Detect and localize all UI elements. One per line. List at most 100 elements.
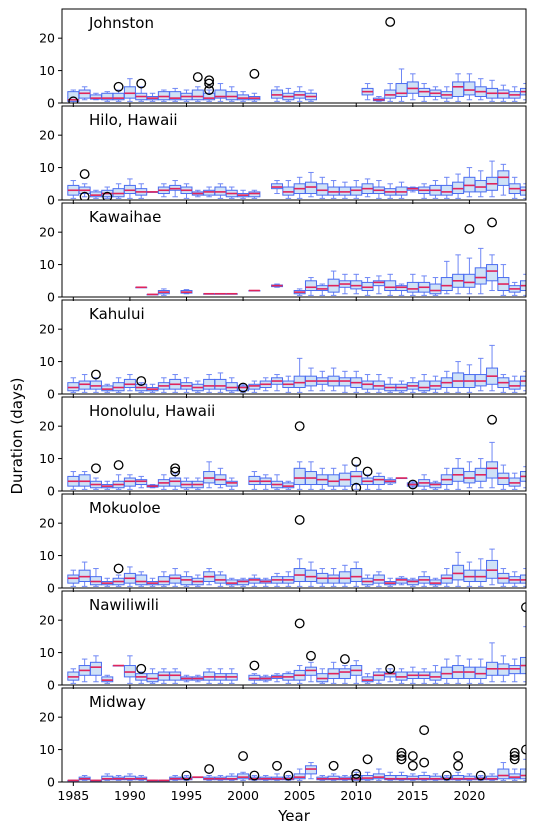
box-2021 bbox=[475, 459, 486, 488]
box-2000 bbox=[238, 578, 249, 586]
box-iqr bbox=[328, 475, 339, 486]
box-iqr bbox=[124, 666, 135, 677]
y-tick-label: 10 bbox=[39, 354, 55, 369]
x-tick-label: 2005 bbox=[284, 788, 316, 803]
box-iqr bbox=[192, 90, 203, 100]
box-iqr bbox=[362, 282, 373, 290]
box-2006 bbox=[305, 90, 316, 101]
station-label: Hilo, Hawaii bbox=[89, 111, 178, 129]
box-iqr bbox=[136, 575, 147, 585]
box-2005 bbox=[294, 289, 305, 295]
box-iqr bbox=[328, 187, 339, 195]
box-1986 bbox=[79, 87, 90, 100]
y-tick-label: 0 bbox=[47, 775, 55, 790]
panel-plot-area bbox=[68, 726, 532, 783]
box-2008 bbox=[328, 368, 339, 391]
box-2015 bbox=[407, 752, 418, 781]
y-tick-label: 0 bbox=[47, 290, 55, 305]
x-tick-label: 2020 bbox=[454, 788, 486, 803]
box-iqr bbox=[90, 662, 101, 675]
box-2013 bbox=[385, 664, 396, 681]
box-iqr bbox=[498, 171, 509, 186]
box-iqr bbox=[373, 381, 384, 389]
box-2004 bbox=[283, 672, 294, 683]
box-2008 bbox=[328, 468, 339, 489]
outlier-point bbox=[250, 70, 259, 79]
box-iqr bbox=[373, 774, 384, 779]
box-1997 bbox=[204, 765, 215, 781]
box-iqr bbox=[487, 265, 498, 281]
box-2009 bbox=[339, 776, 350, 781]
box-iqr bbox=[464, 82, 475, 95]
box-iqr bbox=[181, 577, 192, 585]
x-tick-label: 2000 bbox=[227, 788, 259, 803]
box-2023 bbox=[498, 164, 509, 195]
box-1996 bbox=[192, 575, 203, 586]
box-iqr bbox=[170, 478, 181, 486]
box-1998 bbox=[215, 669, 226, 684]
box-2017 bbox=[430, 774, 441, 780]
box-2001 bbox=[249, 70, 260, 102]
box-1987 bbox=[90, 190, 101, 198]
box-1994 bbox=[170, 669, 181, 684]
box-2012 bbox=[373, 473, 384, 489]
box-iqr bbox=[464, 570, 475, 581]
outlier-point bbox=[409, 761, 418, 770]
box-1991 bbox=[136, 79, 147, 101]
box-1998 bbox=[215, 776, 226, 781]
panel-johnston: 01020Johnston bbox=[39, 9, 536, 111]
y-tick-label: 10 bbox=[39, 257, 55, 272]
box-2002 bbox=[260, 378, 271, 391]
box-2016 bbox=[419, 726, 430, 781]
box-1992 bbox=[147, 192, 158, 193]
box-2005 bbox=[294, 619, 305, 683]
box-2000 bbox=[238, 383, 249, 392]
box-2009 bbox=[339, 274, 350, 293]
box-2002 bbox=[260, 475, 271, 490]
box-iqr bbox=[170, 575, 181, 583]
box-2006 bbox=[305, 562, 316, 586]
box-2000 bbox=[238, 92, 249, 102]
box-1989 bbox=[113, 666, 124, 667]
box-iqr bbox=[430, 672, 441, 680]
box-2001 bbox=[249, 381, 260, 392]
box-1989 bbox=[113, 564, 124, 586]
box-iqr bbox=[68, 575, 79, 583]
box-2023 bbox=[498, 85, 509, 101]
box-iqr bbox=[79, 381, 90, 389]
box-1995 bbox=[181, 572, 192, 587]
box-iqr bbox=[351, 187, 362, 195]
box-iqr bbox=[351, 281, 362, 289]
box-2000 bbox=[238, 752, 249, 781]
box-iqr bbox=[475, 375, 486, 386]
y-tick-label: 0 bbox=[47, 193, 55, 208]
box-iqr bbox=[305, 281, 316, 291]
box-2018 bbox=[441, 771, 452, 780]
box-1987 bbox=[90, 464, 101, 489]
box-1988 bbox=[102, 675, 113, 683]
box-1990 bbox=[124, 567, 135, 586]
box-2012 bbox=[373, 276, 384, 294]
box-2022 bbox=[487, 161, 498, 197]
box-2020 bbox=[464, 365, 475, 393]
station-label: Honolulu, Hawaii bbox=[89, 402, 215, 420]
outlier-point bbox=[488, 415, 497, 424]
box-2011 bbox=[362, 278, 373, 296]
box-2003 bbox=[272, 475, 283, 490]
box-iqr bbox=[475, 570, 486, 581]
box-iqr bbox=[249, 578, 260, 583]
box-iqr bbox=[294, 774, 305, 779]
box-2002 bbox=[260, 675, 271, 681]
box-2019 bbox=[453, 74, 464, 102]
panel-plot-area bbox=[68, 161, 536, 201]
box-1994 bbox=[170, 375, 181, 393]
box-2023 bbox=[498, 763, 509, 781]
box-iqr bbox=[373, 281, 384, 286]
box-iqr bbox=[170, 185, 181, 190]
y-tick-label: 0 bbox=[47, 484, 55, 499]
box-2000 bbox=[238, 190, 249, 198]
box-iqr bbox=[124, 478, 135, 486]
box-2014 bbox=[396, 669, 407, 684]
box-2004 bbox=[283, 771, 294, 780]
